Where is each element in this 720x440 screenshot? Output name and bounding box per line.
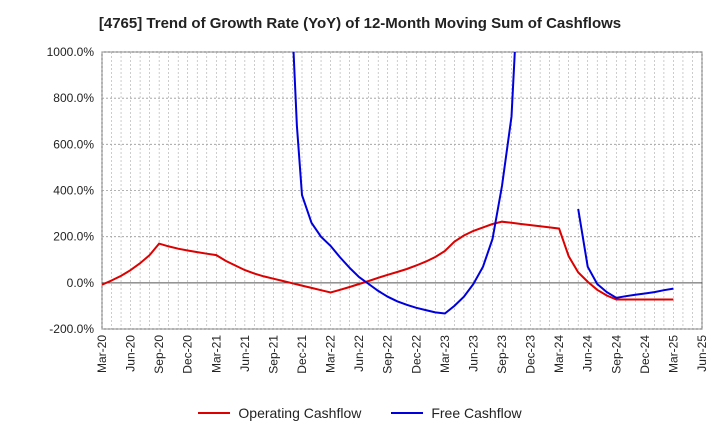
- y-tick-label: 0.0%: [67, 276, 95, 290]
- y-tick-label: -200.0%: [49, 322, 94, 336]
- x-tick-label: Sep-23: [495, 335, 509, 374]
- legend-swatch-free: [391, 412, 424, 414]
- x-tick-label: Sep-24: [609, 335, 623, 374]
- series-line-free-cashflow: [292, 52, 516, 315]
- chart-title: [4765] Trend of Growth Rate (YoY) of 12-…: [98, 15, 622, 32]
- x-tick-label: Sep-20: [152, 335, 166, 374]
- x-tick-label: Dec-21: [295, 335, 309, 374]
- x-tick-label: Mar-25: [666, 335, 680, 373]
- series-line-operating-cashflow: [102, 220, 674, 301]
- x-tick-label: Mar-24: [552, 335, 566, 373]
- x-tick-label: Mar-21: [209, 335, 223, 373]
- x-tick-label: Jun-21: [238, 335, 252, 372]
- legend-item-operating-cashflow: Operating Cashflow: [198, 405, 361, 421]
- series-line-free-cashflow: [577, 208, 674, 299]
- y-tick-label: 200.0%: [53, 230, 94, 244]
- x-tick-label: Dec-22: [409, 335, 423, 374]
- x-axis-ticks: Mar-20 Jun-20 Sep-20 Dec-20 Mar-21 Jun-21 Sep-…: [95, 335, 709, 374]
- y-tick-label: 400.0%: [53, 184, 94, 198]
- x-tick-label: Jun-22: [352, 335, 366, 372]
- x-tick-label: Dec-24: [638, 335, 652, 374]
- y-tick-label: 600.0%: [53, 137, 94, 151]
- x-tick-label: Mar-23: [438, 335, 452, 373]
- legend-label-operating: Operating Cashflow: [238, 405, 362, 421]
- series-lines: [102, 52, 674, 315]
- legend-item-free-cashflow: Free Cashflow: [391, 405, 522, 421]
- x-tick-label: Sep-22: [381, 335, 395, 374]
- x-tick-label: Dec-23: [524, 335, 538, 374]
- x-tick-label: Mar-20: [95, 335, 109, 373]
- y-tick-label: 1000.0%: [47, 45, 95, 59]
- x-tick-label: Jun-20: [124, 335, 138, 372]
- legend: Operating Cashflow Free Cashflow: [0, 405, 720, 421]
- x-tick-label: Jun-23: [466, 335, 480, 372]
- x-tick-label: Sep-21: [266, 335, 280, 374]
- x-tick-label: Dec-20: [181, 335, 195, 374]
- legend-swatch-operating: [198, 412, 231, 414]
- x-tick-label: Jun-24: [581, 335, 595, 372]
- legend-label-free: Free Cashflow: [431, 405, 522, 421]
- y-tick-label: 800.0%: [53, 91, 94, 105]
- x-tick-label: Mar-22: [324, 335, 338, 373]
- grid-lines: [101, 51, 703, 330]
- x-tick-label: Jun-25: [695, 335, 709, 372]
- y-axis-ticks: -200.0% 0.0% 200.0% 400.0% 600.0% 800.0% 1000.…: [47, 45, 95, 336]
